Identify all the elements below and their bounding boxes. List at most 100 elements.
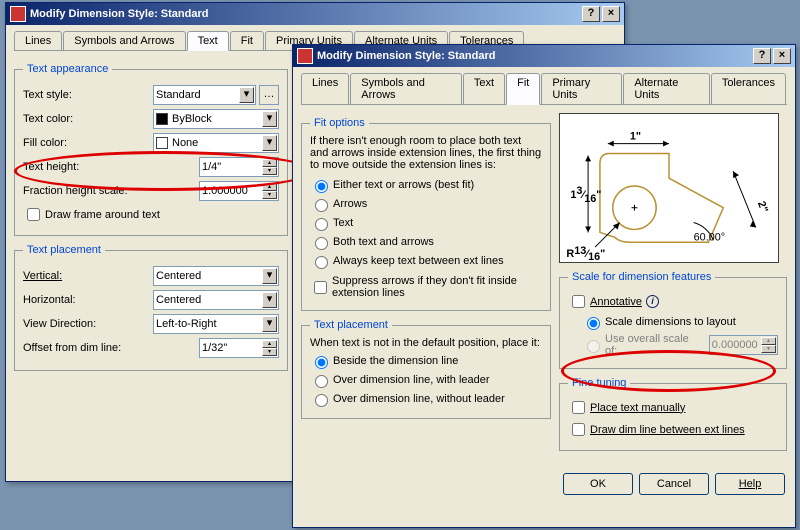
fit-radio-keep[interactable] (315, 256, 328, 269)
vertical-combo[interactable]: Centered▾ (153, 266, 279, 286)
tab-text[interactable]: Text (463, 73, 505, 104)
tab-fit[interactable]: Fit (230, 31, 264, 50)
draw-dimline-checkbox[interactable] (572, 423, 585, 436)
offset-spinner[interactable]: 1/32"▴▾ (199, 338, 279, 358)
place-manually-checkbox[interactable] (572, 401, 585, 414)
text-height-spinner[interactable]: 1/4"▴▾ (199, 157, 279, 177)
tab-lines[interactable]: Lines (301, 73, 349, 104)
ellipsis-button[interactable]: … (259, 85, 279, 105)
draw-frame-checkbox[interactable] (27, 208, 40, 221)
fit-radio-either[interactable] (315, 180, 328, 193)
view-dir-combo[interactable]: Left-to-Right▾ (153, 314, 279, 334)
app-icon (297, 48, 313, 64)
spin-down-icon: ▾ (761, 345, 776, 353)
fit-intro: If there isn't enough room to place both… (310, 135, 542, 171)
fill-color-combo[interactable]: None▾ (153, 133, 279, 153)
annotative-checkbox[interactable] (572, 295, 585, 308)
chevron-down-icon[interactable]: ▾ (262, 268, 277, 284)
legend-fine: Fine tuning (568, 377, 630, 389)
fit-radio-arrows[interactable] (315, 199, 328, 212)
svg-text:R13⁄16": R13⁄16" (566, 245, 605, 262)
titlebar-front[interactable]: Modify Dimension Style: Standard ? × (293, 45, 795, 67)
vertical-label: Vertical: (23, 270, 153, 282)
spin-up-icon[interactable]: ▴ (262, 340, 277, 348)
text-color-label: Text color: (23, 113, 153, 125)
fit-radio-label: Both text and arrows (333, 236, 434, 248)
place-beside-radio[interactable] (315, 356, 328, 369)
scale-layout-radio[interactable] (587, 317, 600, 330)
text-color-combo[interactable]: ByBlock▾ (153, 109, 279, 129)
text-appearance-group: Text appearance Text style: Standard▾ … … (14, 63, 288, 236)
info-icon[interactable]: i (646, 295, 659, 308)
place-radio-label: Beside the dimension line (333, 355, 458, 367)
spin-down-icon[interactable]: ▾ (262, 167, 277, 175)
app-icon (10, 6, 26, 22)
fit-radio-text[interactable] (315, 218, 328, 231)
legend-placement: Text placement (23, 244, 105, 256)
tab-primary[interactable]: Primary Units (541, 73, 622, 104)
draw-dimline-label: Draw dim line between ext lines (590, 424, 745, 436)
ok-button[interactable]: OK (563, 473, 633, 495)
place-radio-label: Over dimension line, with leader (333, 374, 490, 386)
text-style-combo[interactable]: Standard▾ (153, 85, 256, 105)
spin-down-icon[interactable]: ▾ (262, 191, 277, 199)
cancel-button[interactable]: Cancel (639, 473, 709, 495)
help-icon[interactable]: ? (582, 6, 600, 22)
chevron-down-icon[interactable]: ▾ (239, 87, 254, 103)
fill-color-label: Fill color: (23, 137, 153, 149)
legend-scale: Scale for dimension features (568, 271, 715, 283)
tab-tolerances[interactable]: Tolerances (711, 73, 786, 104)
svg-text:1": 1" (630, 131, 641, 143)
titlebar-back[interactable]: Modify Dimension Style: Standard ? × (6, 3, 624, 25)
place-over-noleader-radio[interactable] (315, 394, 328, 407)
color-swatch-icon (156, 137, 168, 149)
legend-fit: Fit options (310, 117, 369, 129)
fit-radio-label: Arrows (333, 198, 367, 210)
spin-up-icon[interactable]: ▴ (262, 183, 277, 191)
fit-placement-intro: When text is not in the default position… (310, 337, 542, 349)
help-button[interactable]: Help (715, 473, 785, 495)
svg-text:60.00°: 60.00° (694, 231, 725, 243)
fit-tab-dialog: Modify Dimension Style: Standard ? × Lin… (292, 44, 796, 528)
tab-lines[interactable]: Lines (14, 31, 62, 50)
frac-height-label: Fraction height scale: (23, 185, 153, 197)
fine-tuning-group: Fine tuning Place text manually Draw dim… (559, 377, 787, 451)
spin-up-icon[interactable]: ▴ (262, 159, 277, 167)
tab-symbols[interactable]: Symbols and Arrows (63, 31, 185, 50)
fit-placement-group: Text placement When text is not in the d… (301, 319, 551, 419)
svg-text:13⁄16": 13⁄16" (570, 185, 601, 205)
tab-fit[interactable]: Fit (506, 73, 540, 105)
legend-appearance: Text appearance (23, 63, 112, 75)
fit-radio-both[interactable] (315, 237, 328, 250)
close-icon[interactable]: × (773, 48, 791, 64)
frac-height-spinner[interactable]: 1.000000▴▾ (199, 181, 279, 201)
text-style-label: Text style: (23, 89, 153, 101)
horizontal-combo[interactable]: Centered▾ (153, 290, 279, 310)
tab-text[interactable]: Text (187, 31, 229, 51)
close-icon[interactable]: × (602, 6, 620, 22)
suppress-arrows-checkbox[interactable] (314, 281, 327, 294)
spin-down-icon[interactable]: ▾ (262, 348, 277, 356)
fit-radio-label: Always keep text between ext lines (333, 255, 504, 267)
help-icon[interactable]: ? (753, 48, 771, 64)
tab-symbols[interactable]: Symbols and Arrows (350, 73, 462, 104)
tab-alternate[interactable]: Alternate Units (623, 73, 709, 104)
chevron-down-icon[interactable]: ▾ (262, 135, 277, 151)
chevron-down-icon[interactable]: ▾ (262, 292, 277, 308)
chevron-down-icon[interactable]: ▾ (262, 316, 277, 332)
scale-group: Scale for dimension features Annotativei… (559, 271, 787, 369)
chevron-down-icon[interactable]: ▾ (262, 111, 277, 127)
tabs-front: Lines Symbols and Arrows Text Fit Primar… (301, 73, 787, 105)
title-back: Modify Dimension Style: Standard (30, 8, 208, 20)
legend-fit-placement: Text placement (310, 319, 392, 331)
place-over-leader-radio[interactable] (315, 375, 328, 388)
view-dir-label: View Direction: (23, 318, 153, 330)
title-front: Modify Dimension Style: Standard (317, 50, 495, 62)
place-manually-label: Place text manually (590, 402, 685, 414)
fit-radio-label: Text (333, 217, 353, 229)
horizontal-label: Horizontal: (23, 294, 153, 306)
draw-frame-label: Draw frame around text (45, 209, 160, 221)
dimension-preview: 1" 13⁄16" 2" 60.00° R13⁄16" (559, 113, 779, 263)
fit-radio-label: Either text or arrows (best fit) (333, 179, 474, 191)
fit-options-group: Fit options If there isn't enough room t… (301, 117, 551, 311)
